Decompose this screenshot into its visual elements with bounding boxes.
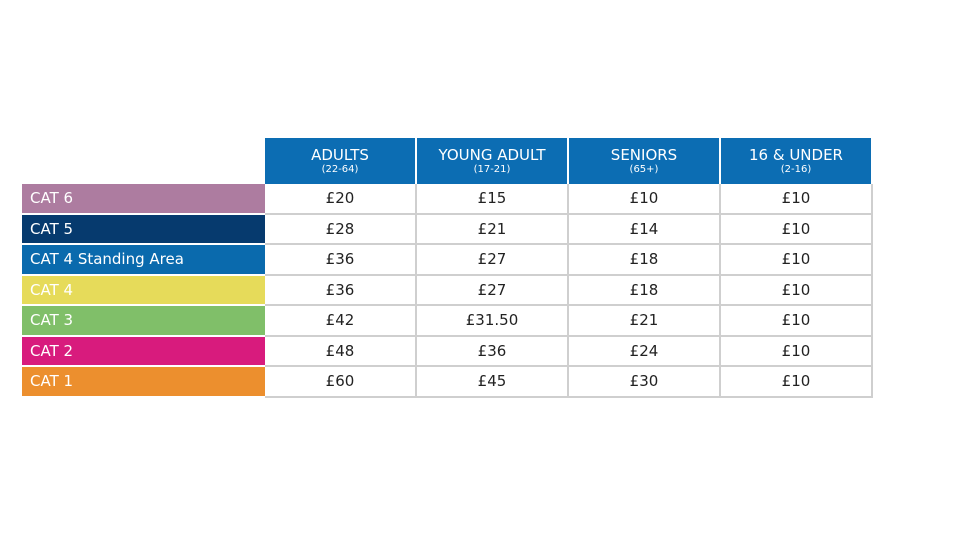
price-cell: £10	[721, 214, 873, 245]
price-cell: £10	[721, 184, 873, 215]
column-subtitle: (17-21)	[473, 163, 511, 175]
price-cell: £21	[569, 306, 721, 337]
price-cell: £24	[569, 336, 721, 367]
column-header: YOUNG ADULT (17-21)	[417, 138, 569, 184]
column-header: ADULTS (22-64)	[265, 138, 417, 184]
price-cell: £48	[265, 336, 417, 367]
row-label: CAT 1	[22, 367, 265, 398]
row-label: CAT 3	[22, 306, 265, 337]
price-cell: £21	[417, 214, 569, 245]
price-cell: £31.50	[417, 306, 569, 337]
price-cell: £10	[569, 184, 721, 215]
price-cell: £42	[265, 306, 417, 337]
column-header: SENIORS (65+)	[569, 138, 721, 184]
column-title: YOUNG ADULT	[438, 145, 546, 164]
price-cell: £36	[265, 275, 417, 306]
row-label: CAT 6	[22, 184, 265, 215]
price-cell: £18	[569, 245, 721, 276]
price-cell: £36	[417, 336, 569, 367]
price-cell: £18	[569, 275, 721, 306]
column-title: SENIORS	[610, 145, 678, 164]
price-cell: £30	[569, 367, 721, 398]
column-subtitle: (2-16)	[780, 163, 812, 175]
row-label: CAT 5	[22, 214, 265, 245]
price-cell: £14	[569, 214, 721, 245]
price-cell: £45	[417, 367, 569, 398]
row-label: CAT 2	[22, 336, 265, 367]
row-label: CAT 4 Standing Area	[22, 245, 265, 276]
price-cell: £15	[417, 184, 569, 215]
price-cell: £10	[721, 367, 873, 398]
price-cell: £60	[265, 367, 417, 398]
column-subtitle: (65+)	[629, 163, 659, 175]
price-cell: £27	[417, 275, 569, 306]
price-cell: £10	[721, 275, 873, 306]
price-cell: £10	[721, 306, 873, 337]
price-cell: £10	[721, 245, 873, 276]
price-cell: £10	[721, 336, 873, 367]
column-title: ADULTS	[311, 145, 369, 164]
price-cell: £28	[265, 214, 417, 245]
column-header: 16 & UNDER (2-16)	[721, 138, 873, 184]
price-cell: £36	[265, 245, 417, 276]
row-label: CAT 4	[22, 275, 265, 306]
price-cell: £27	[417, 245, 569, 276]
price-cell: £20	[265, 184, 417, 215]
column-subtitle: (22-64)	[321, 163, 359, 175]
column-title: 16 & UNDER	[749, 145, 843, 164]
